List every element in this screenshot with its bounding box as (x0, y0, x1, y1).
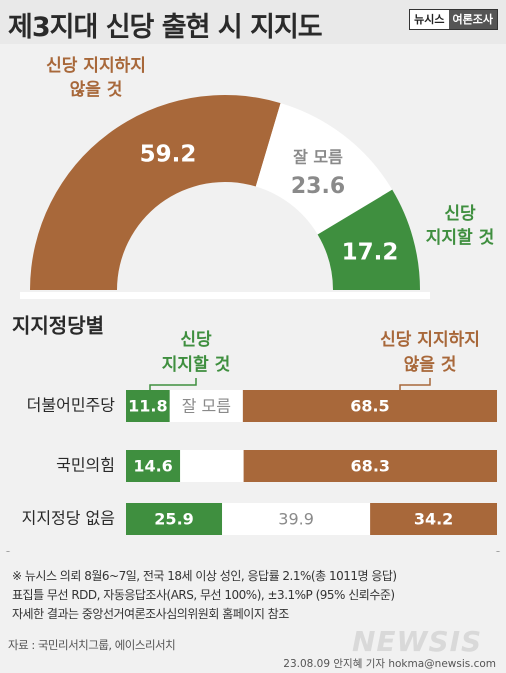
brand-newsis: 뉴시스 (410, 10, 449, 29)
bar-category-label: 더불어민주당 (27, 396, 116, 415)
donut-slice-label: 않을 것 (70, 80, 123, 100)
brand-poll: 여론조사 (448, 10, 497, 29)
bar-data-label: 34.2 (414, 510, 453, 529)
donut-slice-label: 잘 모름 (293, 148, 343, 167)
donut-slice-label: 신당 지지하지 (46, 56, 146, 76)
note-method: 표집틀 무선 RDD, 자동응답조사(ARS, 무선 100%), ±3.1%P… (12, 588, 395, 602)
donut-value-label: 17.2 (342, 240, 399, 266)
series-label-green: 지지할 것 (162, 355, 230, 375)
bar-data-label: 39.9 (278, 510, 314, 529)
donut-slice (30, 94, 281, 291)
page-title: 제3지대 신당 출현 시 지지도 (8, 12, 323, 43)
bar-segment (243, 450, 497, 482)
bar-chart-title: 지지정당별 (12, 314, 104, 338)
donut-baseline (20, 292, 430, 299)
credit-text: 23.08.09 안지혜 기자 hokma@newsis.com (283, 658, 496, 670)
pointer-line-brown (399, 378, 431, 390)
donut-slice-label: 신당 (444, 204, 476, 224)
bar-segment (222, 503, 371, 535)
title-bar: 제3지대 신당 출현 시 지지도 뉴시스 여론조사 (0, 0, 506, 44)
series-label-green: 신당 (180, 330, 212, 350)
bar-category-label: 국민의힘 (56, 456, 115, 475)
bar-data-label: 11.8 (128, 397, 167, 416)
bar-segment (169, 390, 243, 422)
bar-segment (180, 450, 244, 482)
bar-data-label: 14.6 (133, 457, 172, 476)
donut-slice (317, 189, 420, 290)
donut-value-label: 59.2 (140, 142, 197, 168)
bar-category-label: 지지정당 없음 (22, 509, 115, 528)
bar-segment (126, 390, 170, 422)
donut-value-label: 23.6 (291, 174, 345, 199)
bar-data-label: 68.3 (351, 457, 390, 476)
brand-badge: 뉴시스 여론조사 (409, 9, 498, 30)
newsis-watermark: NEWSIS (352, 625, 483, 658)
source-text: 자료 : 국민리서치그룹, 에이스리서치 (8, 638, 176, 652)
series-label-brown: 신당 지지하지 (380, 330, 480, 350)
pointer-line-green (149, 378, 197, 390)
bar-segment (126, 450, 181, 482)
series-label-brown: 않을 것 (404, 355, 457, 375)
note-reference: 자세한 결과는 중앙선거여론조사심의위원회 홈페이지 참조 (12, 607, 289, 621)
bar-data-label: 68.5 (350, 397, 389, 416)
donut-slice (255, 103, 393, 235)
note-survey: ※ 뉴시스 의뢰 8월6~7일, 전국 18세 이상 성인, 응답률 2.1%(… (12, 569, 397, 583)
bar-segment (242, 390, 497, 422)
footer: ※ 뉴시스 의뢰 8월6~7일, 전국 18세 이상 성인, 응답률 2.1%(… (0, 552, 506, 673)
bar-data-label: 25.9 (154, 510, 193, 529)
donut-slice-label: 지지할 것 (426, 228, 494, 248)
bar-data-label: 잘 모름 (182, 397, 231, 416)
bar-segment (126, 503, 223, 535)
bar-segment (370, 503, 497, 535)
